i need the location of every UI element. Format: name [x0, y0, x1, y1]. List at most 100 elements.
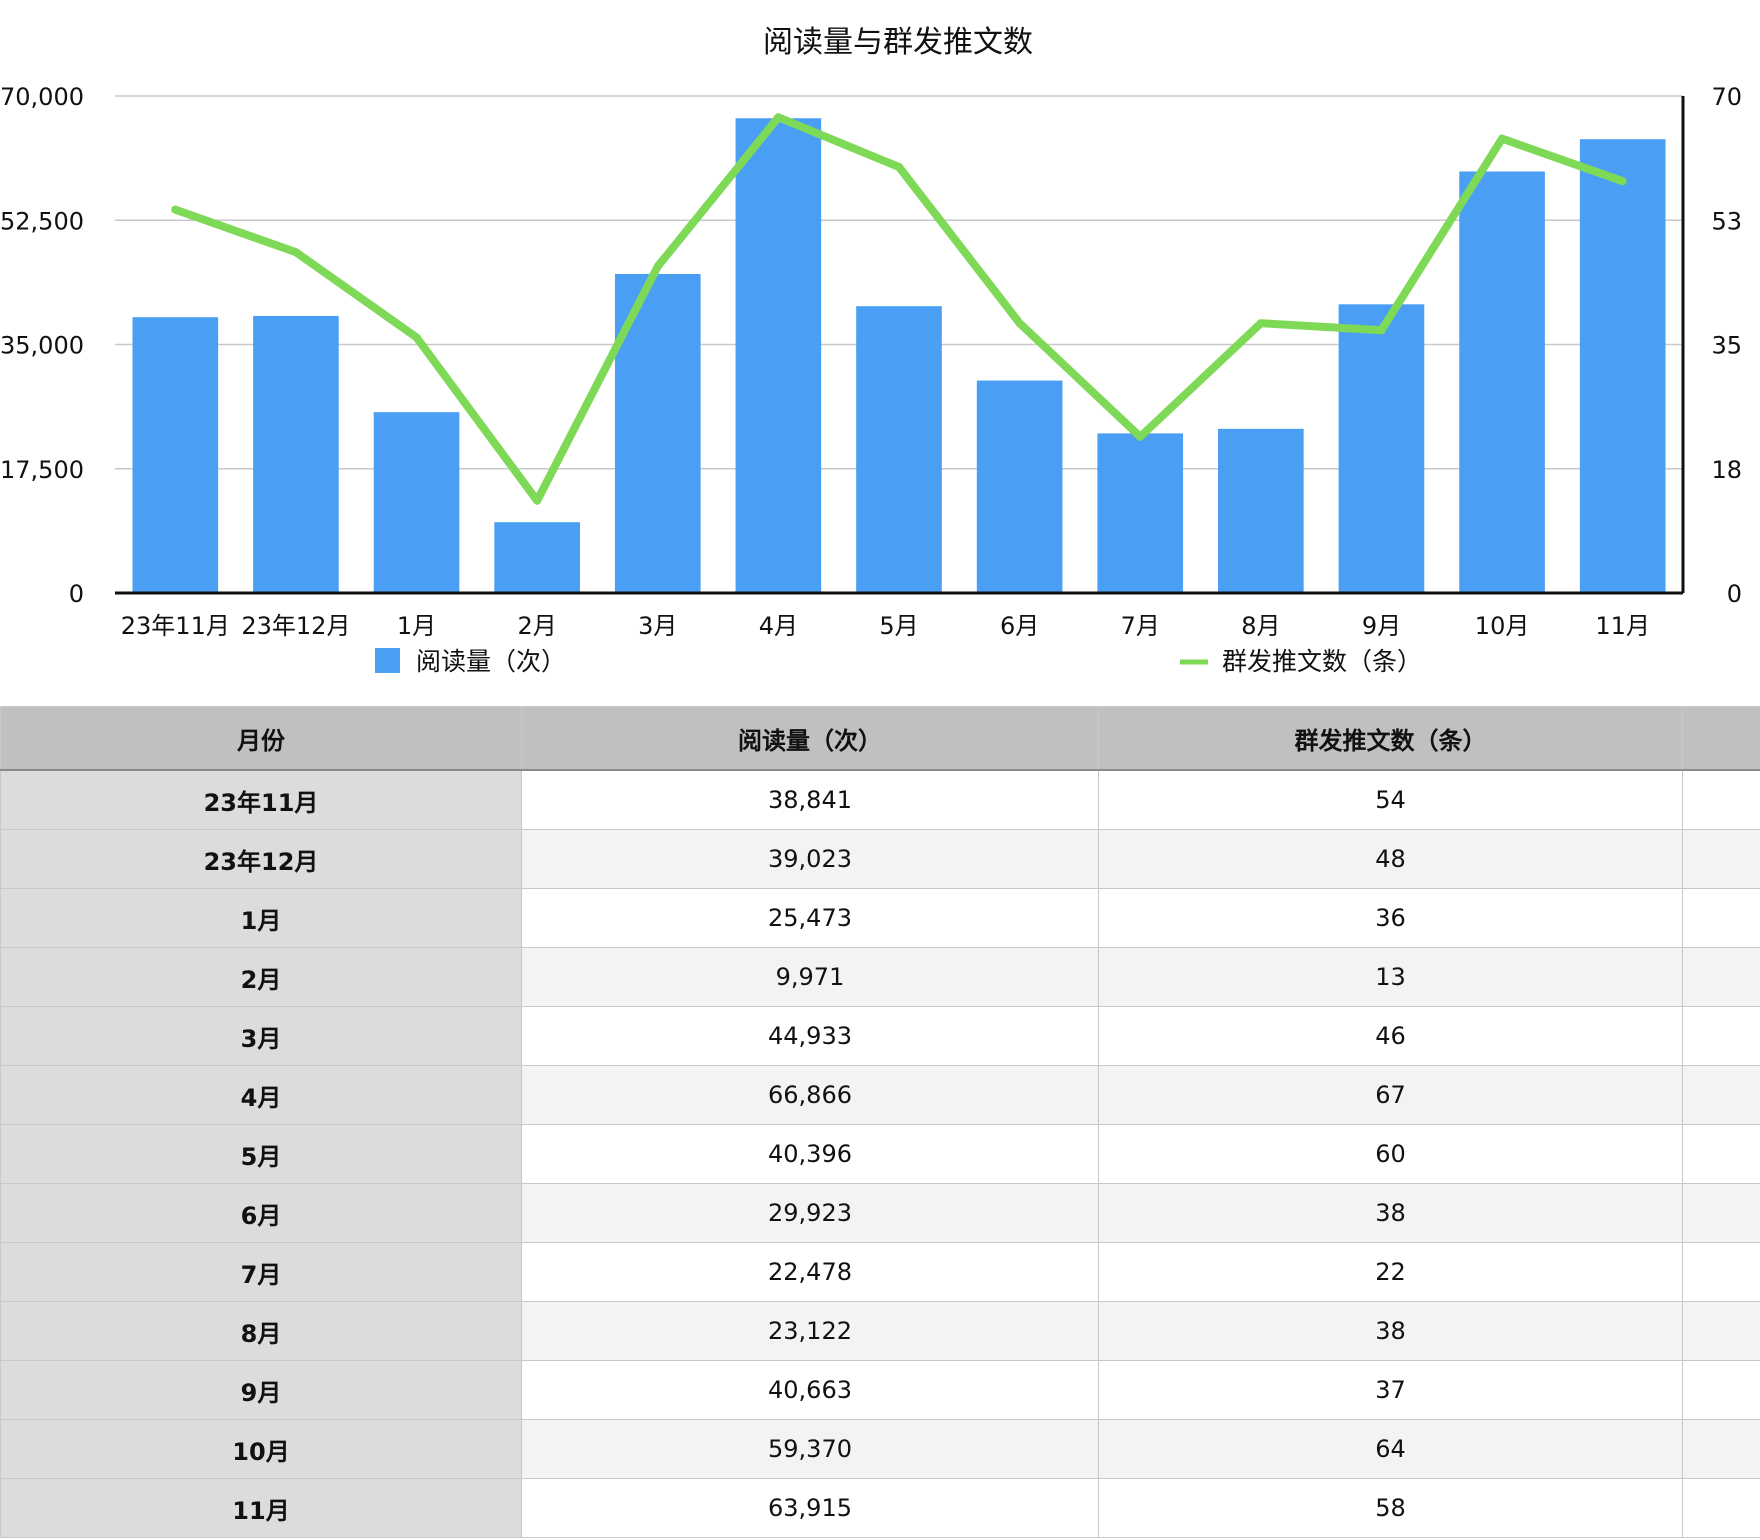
x-tick-label: 3月 [638, 612, 677, 640]
line-point [653, 262, 662, 271]
cell-reads: 38,841 [521, 769, 1099, 830]
x-tick-label: 1月 [397, 612, 436, 640]
cell-reads: 40,663 [521, 1360, 1099, 1420]
cell-posts: 38 [1098, 1301, 1683, 1361]
line-point [774, 113, 783, 122]
legend-line-label: 群发推文数（条） [1222, 647, 1422, 676]
column-header-posts: 群发推文数（条） [1098, 706, 1683, 771]
bar [1338, 304, 1425, 593]
column-header-empty [1682, 706, 1760, 771]
y-right-tick-label: 0 [1727, 580, 1742, 608]
cell-month: 8月 [0, 1301, 522, 1361]
line-point [1136, 432, 1145, 441]
legend-bar-label: 阅读量（次） [416, 647, 566, 676]
bar [976, 380, 1063, 593]
cell-reads: 29,923 [521, 1183, 1099, 1243]
cell-month: 11月 [0, 1478, 522, 1538]
bar [1579, 139, 1666, 594]
cell-empty [1682, 1065, 1760, 1125]
x-tick-label: 5月 [879, 612, 918, 640]
cell-reads: 63,915 [521, 1478, 1099, 1538]
y-right-tick-label: 18 [1711, 456, 1742, 484]
cell-posts: 38 [1098, 1183, 1683, 1243]
combo-chart: 阅读量与群发推文数 0 0 17,500 18 35,000 35 52,500 53 70,0… [0, 0, 1760, 700]
line-point [1498, 134, 1507, 143]
cell-empty [1682, 1360, 1760, 1420]
bar [373, 412, 460, 593]
cell-month: 7月 [0, 1242, 522, 1302]
cell-empty [1682, 769, 1760, 830]
table-row: 1月 25,473 36 [0, 888, 1760, 948]
axes: 0 0 17,500 18 35,000 35 52,500 53 70,000 70 23年11月… [0, 83, 1742, 640]
table-row: 3月 44,933 46 [0, 1006, 1760, 1066]
cell-month: 2月 [0, 947, 522, 1007]
line-point [1256, 319, 1265, 328]
x-tick-label: 7月 [1121, 612, 1160, 640]
line-point [1015, 319, 1024, 328]
bar [1218, 428, 1304, 593]
table-row: 4月 66,866 67 [0, 1065, 1760, 1125]
line-point [412, 333, 421, 342]
cell-empty [1682, 947, 1760, 1007]
legend-bar-swatch [375, 648, 400, 673]
line-point [533, 496, 542, 505]
x-tick-label: 10月 [1475, 612, 1530, 640]
column-header-month: 月份 [0, 706, 522, 771]
cell-empty [1682, 1301, 1760, 1361]
column-header-reads: 阅读量（次） [521, 706, 1099, 771]
cell-empty [1682, 1419, 1760, 1479]
table-row: 8月 23,122 38 [0, 1301, 1760, 1361]
cell-reads: 9,971 [521, 947, 1099, 1007]
cell-reads: 59,370 [521, 1419, 1099, 1479]
chart-title: 阅读量与群发推文数 [763, 25, 1033, 60]
legend: 阅读量（次） 群发推文数（条） [375, 647, 1422, 676]
cell-posts: 67 [1098, 1065, 1683, 1125]
bar [494, 522, 580, 593]
line-point [291, 248, 300, 257]
cell-empty [1682, 1006, 1760, 1066]
cell-month: 9月 [0, 1360, 522, 1420]
chart-svg: 阅读量与群发推文数 0 0 17,500 18 35,000 35 52,500 53 70,0… [0, 25, 1742, 676]
cell-empty [1682, 1183, 1760, 1243]
cell-month: 1月 [0, 888, 522, 948]
data-table: 月份 阅读量（次） 群发推文数（条） 23年11月 38,841 54 23年12月 3… [0, 706, 1760, 1538]
cell-posts: 37 [1098, 1360, 1683, 1420]
cell-posts: 13 [1098, 947, 1683, 1007]
cell-posts: 22 [1098, 1242, 1683, 1302]
y-left-tick-label: 52,500 [0, 207, 84, 235]
y-left-tick-label: 70,000 [0, 83, 84, 111]
x-tick-label: 6月 [1000, 612, 1039, 640]
x-tick-label: 8月 [1241, 612, 1280, 640]
cell-posts: 58 [1098, 1478, 1683, 1538]
y-left-tick-label: 0 [69, 580, 84, 608]
bar [735, 118, 822, 593]
x-tick-label: 23年11月 [121, 612, 230, 640]
cell-posts: 46 [1098, 1006, 1683, 1066]
cell-reads: 25,473 [521, 888, 1099, 948]
y-left-tick-label: 35,000 [0, 332, 84, 360]
cell-empty [1682, 829, 1760, 889]
line-point [895, 163, 903, 171]
cell-reads: 44,933 [521, 1006, 1099, 1066]
x-tick-label: 9月 [1362, 612, 1401, 640]
table-row: 5月 40,396 60 [0, 1124, 1760, 1184]
bar [1459, 171, 1545, 593]
cell-empty [1682, 1242, 1760, 1302]
cell-month: 6月 [0, 1183, 522, 1243]
cell-month: 23年12月 [0, 829, 522, 889]
cell-month: 23年11月 [0, 769, 522, 830]
cell-reads: 40,396 [521, 1124, 1099, 1184]
bar-series [132, 118, 1666, 594]
y-left-tick-label: 17,500 [0, 456, 84, 484]
x-tick-label: 2月 [518, 612, 557, 640]
x-tick-label: 11月 [1595, 612, 1650, 640]
table-body: 23年11月 38,841 54 23年12月 39,023 48 1月 25,473 36 2月… [0, 769, 1760, 1538]
table-row: 11月 63,915 58 [0, 1478, 1760, 1538]
cell-month: 3月 [0, 1006, 522, 1066]
cell-reads: 66,866 [521, 1065, 1099, 1125]
cell-month: 5月 [0, 1124, 522, 1184]
table-header-row: 月份 阅读量（次） 群发推文数（条） [0, 706, 1760, 771]
table-row: 10月 59,370 64 [0, 1419, 1760, 1479]
cell-empty [1682, 1124, 1760, 1184]
table-row: 23年12月 39,023 48 [0, 829, 1760, 889]
